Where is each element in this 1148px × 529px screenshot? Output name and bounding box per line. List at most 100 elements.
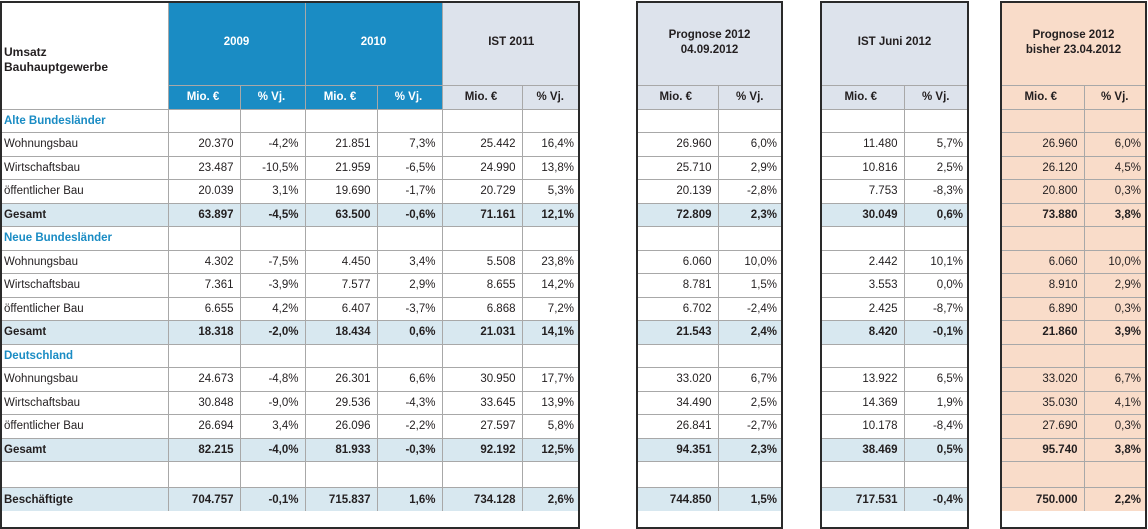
prognose-2012-block: Prognose 2012 04.09.2012 Mio. €% Vj. 26.96… [635,0,784,529]
total-value: 2,4% [717,320,784,345]
section-heading: Alte Bundesländer [0,108,169,133]
table-row: 8.910 2,9% [999,273,1148,298]
total-value: 72.809 [635,202,719,227]
value-cell: 26.301 [304,367,378,392]
value-cell: 5,3% [521,179,581,204]
spacer-cell [521,461,581,488]
employees-value: 2,6% [521,487,581,512]
table-frame [820,1,969,529]
spacer-cell [819,461,905,488]
value-cell: 14,2% [521,273,581,298]
empty-cell [167,343,241,368]
employees-row: 744.850 1,5% [635,487,784,512]
row-label: Wirtschaftsbau [0,390,169,415]
value-cell: 2,9% [717,155,784,180]
data-table: Prognose 2012 bisher 23.04.2012 Mio. €% V… [999,0,1148,512]
value-cell: 10.178 [819,414,905,439]
table-row: Wirtschaftsbau 23.487 -10,5% 21.959 -6,5% 24.… [0,155,581,180]
unit-mio-header: Mio. € [304,84,378,110]
data-table: Umsatz Bauhauptgewerbe 2009 2010 IST 2011 Mio… [0,0,581,512]
value-cell: 33.020 [999,367,1085,392]
value-cell: 4,2% [239,296,306,321]
empty-cell [999,343,1085,368]
row-label: Wirtschaftsbau [0,273,169,298]
total-value: -4,5% [239,202,306,227]
value-cell: 7,2% [521,296,581,321]
table-row: 26.841 -2,7% [635,414,784,439]
value-cell: 10,0% [717,249,784,274]
value-cell: 6.890 [999,296,1085,321]
value-cell: 34.490 [635,390,719,415]
unit-mio-header: Mio. € [999,84,1085,110]
table-row: 20.800 0,3% [999,179,1148,204]
value-cell: 10,0% [1083,249,1148,274]
employees-row: 717.531 -0,4% [819,487,970,512]
value-cell: 21.851 [304,132,378,157]
spacer-cell [1083,461,1148,488]
spacer-cell [903,461,970,488]
value-cell: 6,7% [717,367,784,392]
total-value: -4,0% [239,437,306,462]
data-table: IST Juni 2012 Mio. €% Vj. 11.480 5,7% 10.816… [819,0,970,512]
unit-mio-header: Mio. € [167,84,241,110]
total-value: -2,0% [239,320,306,345]
value-cell: 6.868 [441,296,523,321]
title-line-2: Bauhauptgewerbe [4,60,109,74]
table-row: Wohnungsbau 20.370 -4,2% 21.851 7,3% 25.442 16… [0,132,581,157]
value-cell: 8.781 [635,273,719,298]
value-cell: 2.425 [819,296,905,321]
value-cell: 0,3% [1083,414,1148,439]
table-row: 34.490 2,5% [635,390,784,415]
empty-cell [376,343,443,368]
employees-value: -0,4% [903,487,970,512]
value-cell: 6,6% [376,367,443,392]
table-row: 6.060 10,0% [999,249,1148,274]
header-prognose-bisher: Prognose 2012 bisher 23.04.2012 [999,0,1148,86]
value-cell: 7.577 [304,273,378,298]
table-row: öffentlicher Bau 20.039 3,1% 19.690 -1,7% 20.… [0,179,581,204]
main-table-block: Umsatz Bauhauptgewerbe 2009 2010 IST 2011 Mio… [0,0,581,529]
header-prognose-2012: Prognose 2012 04.09.2012 [635,0,784,86]
title-line-1: Umsatz [4,45,47,59]
table-row: Wirtschaftsbau 30.848 -9,0% 29.536 -4,3% 33.6… [0,390,581,415]
table-row: 6.702 -2,4% [635,296,784,321]
value-cell: 2.442 [819,249,905,274]
data-table: Prognose 2012 04.09.2012 Mio. €% Vj. 26.96… [635,0,784,512]
table-row: 2.425 -8,7% [819,296,970,321]
table-title: Umsatz Bauhauptgewerbe [0,0,169,110]
empty-cell [903,343,970,368]
value-cell: 6.655 [167,296,241,321]
table-row: 14.369 1,9% [819,390,970,415]
total-value: 3,8% [1083,437,1148,462]
row-label: Wohnungsbau [0,249,169,274]
row-label: Wohnungsbau [0,132,169,157]
value-cell: 7.361 [167,273,241,298]
value-cell: -3,7% [376,296,443,321]
value-cell: -2,4% [717,296,784,321]
row-label: Wohnungsbau [0,367,169,392]
table-row: Wohnungsbau 24.673 -4,8% 26.301 6,6% 30.950 17… [0,367,581,392]
value-cell: 26.694 [167,414,241,439]
empty-cell [1083,343,1148,368]
value-cell: 3.553 [819,273,905,298]
value-cell: 27.597 [441,414,523,439]
total-row: Gesamt 18.318 -2,0% 18.434 0,6% 21.031 14,1% [0,320,581,345]
empty-cell [999,226,1085,251]
total-value: 3,9% [1083,320,1148,345]
value-cell: 2,5% [717,390,784,415]
value-cell: 23,8% [521,249,581,274]
section-heading: Deutschland [0,343,169,368]
empty-cell [441,226,523,251]
value-cell: -8,7% [903,296,970,321]
value-cell: 35.030 [999,390,1085,415]
total-row: 21.543 2,4% [635,320,784,345]
value-cell: 24.673 [167,367,241,392]
table-row: 26.960 6,0% [635,132,784,157]
table-row: Wirtschaftsbau 7.361 -3,9% 7.577 2,9% 8.655 14… [0,273,581,298]
total-value: 0,6% [376,320,443,345]
value-cell: 3,4% [376,249,443,274]
value-cell: 6.407 [304,296,378,321]
employees-value: 1,6% [376,487,443,512]
total-value: 12,5% [521,437,581,462]
total-value: 14,1% [521,320,581,345]
